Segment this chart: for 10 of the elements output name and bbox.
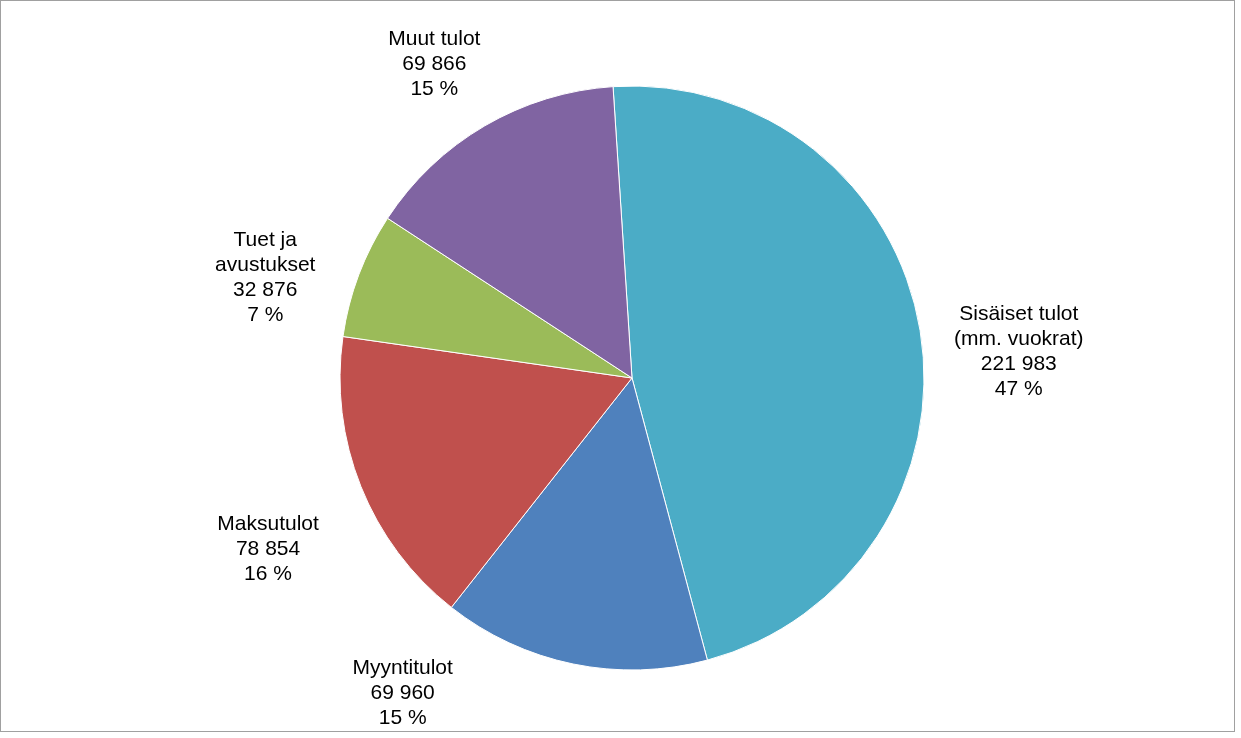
data-label: 69 960 15 %	[370, 680, 435, 728]
data-label: 221 983 47 %	[980, 351, 1057, 400]
data-label: 78 854 16 %	[235, 535, 301, 584]
data-label: 32 876 7 %	[233, 276, 298, 325]
slice-label: Maksutulot	[217, 510, 319, 534]
slice-label: Tuet ja avustukset	[215, 226, 316, 275]
slice-label: Myyntitulot	[352, 655, 454, 678]
slice-label: Sisäiset tulot (mm. vuokrat)	[954, 301, 1084, 350]
data-label: 69 866 15 %	[402, 51, 467, 100]
slice-label: Muut tulot	[388, 26, 481, 50]
